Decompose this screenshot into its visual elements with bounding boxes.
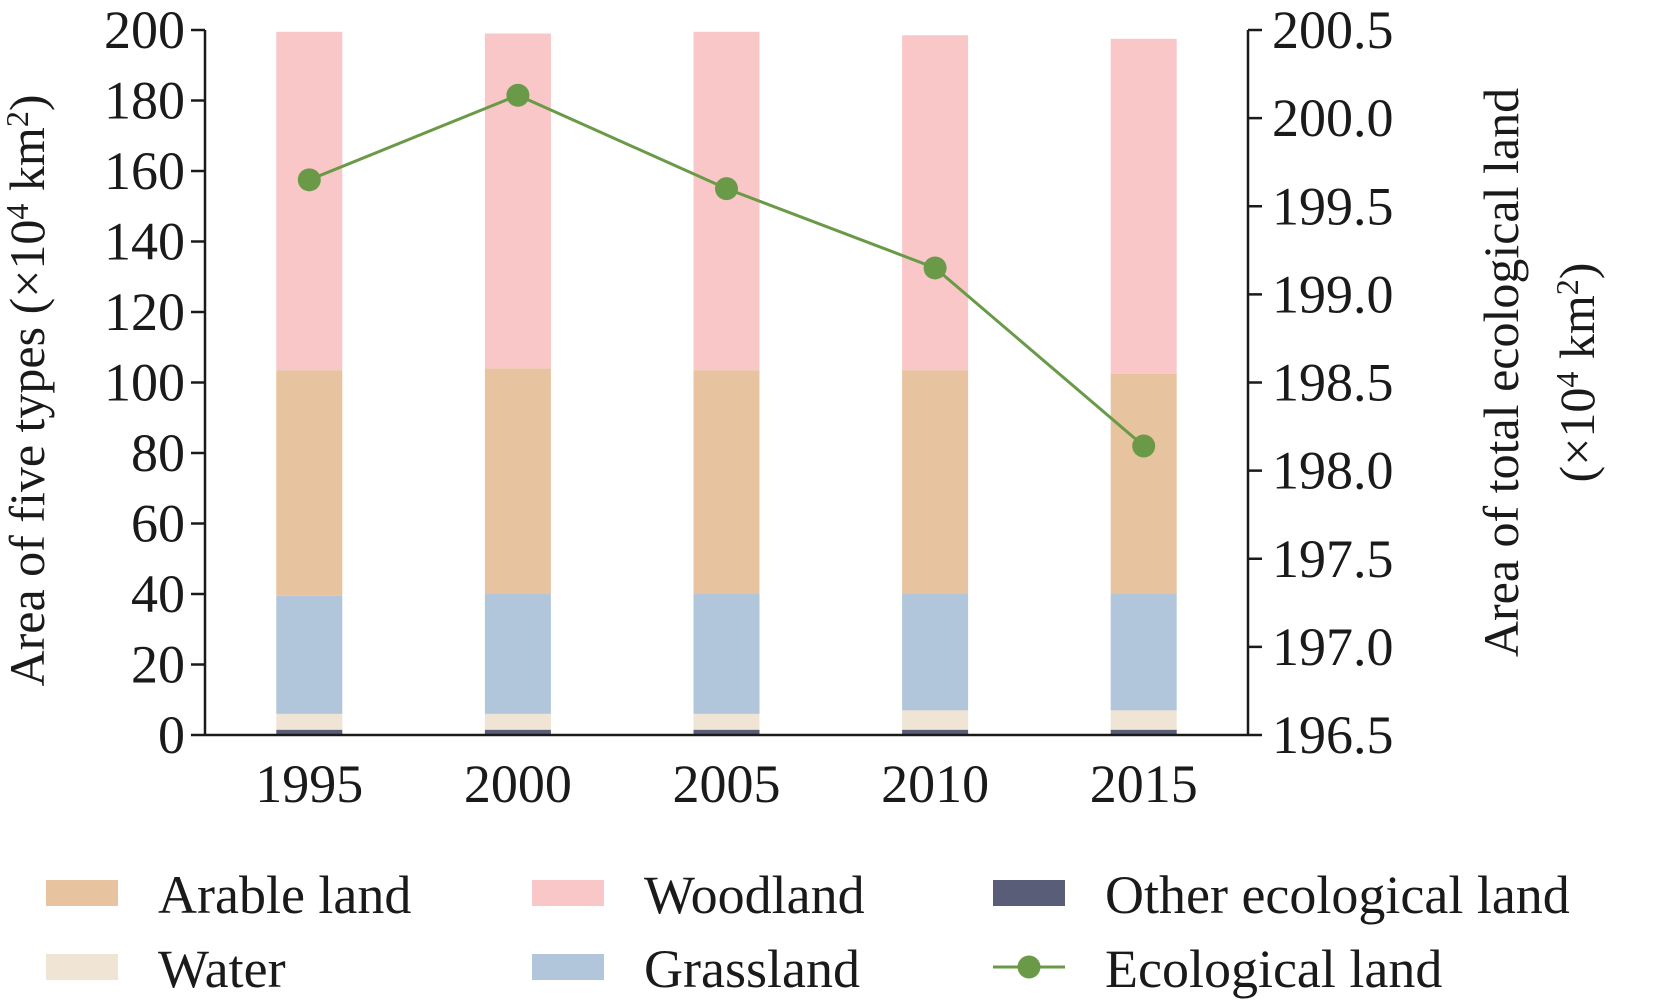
right-tick-label-200.5: 200.5 (1272, 0, 1394, 60)
x-tick-label-2015: 2015 (1090, 754, 1198, 814)
point-ecological-land-2005 (715, 177, 738, 201)
bar-woodland-1995 (276, 31, 343, 371)
y-left-axis-title: Area of five types (×104 km2) (0, 95, 55, 687)
right-tick-label-196.5: 196.5 (1272, 705, 1394, 765)
bar-woodland-2015 (1110, 38, 1177, 374)
legend-label: Grassland (644, 939, 860, 999)
y-right-axis-title-line1: Area of total ecological land (1473, 88, 1529, 657)
bar-grassland-2000 (484, 594, 551, 714)
right-tick-label-198.5: 198.5 (1272, 353, 1394, 413)
bar-other-ecological-land-2005 (693, 729, 760, 735)
legend-item-woodland: Woodland (532, 865, 865, 925)
left-tick-label-80: 80 (131, 423, 185, 483)
bar-other-ecological-land-1995 (276, 729, 343, 735)
axes-layer: 0 20 40 60 80 100 120 140 160 180 200 196.5 197.0 197… (104, 0, 1394, 814)
bar-woodland-2005 (693, 31, 760, 371)
bar-arable-land-2000 (484, 368, 551, 594)
bar-grassland-1995 (276, 595, 343, 714)
bar-arable-land-2005 (693, 370, 760, 594)
x-tick-label-2000: 2000 (464, 754, 572, 814)
bar-water-2000 (484, 713, 551, 730)
left-tick-label-160: 160 (104, 141, 185, 201)
legend-swatch (532, 880, 604, 906)
y-right-axis-title-line2: (×104 km2) (1549, 263, 1605, 483)
bar-grassland-2010 (902, 594, 969, 711)
bar-grassland-2005 (693, 594, 760, 714)
legend-label: Arable land (158, 865, 411, 925)
right-tick-label-199.5: 199.5 (1272, 176, 1394, 236)
legend-item-grassland: Grassland (532, 939, 860, 999)
axis-titles: Area of five types (×104 km2) Area of tot… (0, 88, 1605, 687)
right-tick-label-200.0: 200.0 (1272, 88, 1394, 148)
point-ecological-land-2010 (923, 256, 947, 280)
line-layer (297, 83, 1156, 458)
bar-other-ecological-land-2010 (902, 729, 969, 735)
left-tick-label-20: 20 (131, 635, 185, 695)
right-tick-label-199.0: 199.0 (1272, 264, 1394, 324)
point-ecological-land-2015 (1132, 434, 1156, 458)
left-tick-label-40: 40 (131, 564, 185, 624)
bar-grassland-2015 (1110, 594, 1177, 711)
bar-water-2010 (902, 710, 969, 730)
left-tick-label-120: 120 (104, 282, 185, 342)
legend-label: Other ecological land (1105, 865, 1570, 925)
legend-swatch (532, 954, 604, 980)
legend-item-water: Water (46, 939, 286, 999)
left-tick-label-60: 60 (131, 494, 185, 554)
legend-item-other-ecological-land: Other ecological land (993, 865, 1570, 925)
legend-swatch (46, 954, 118, 980)
bar-arable-land-2015 (1110, 373, 1177, 594)
right-tick-label-197.5: 197.5 (1272, 529, 1394, 589)
bar-other-ecological-land-2015 (1110, 729, 1177, 735)
bar-arable-land-2010 (902, 370, 969, 594)
legend-label: Woodland (644, 865, 865, 925)
legend: Arable land Woodland Other ecological land… (46, 865, 1570, 999)
point-ecological-land-2000 (506, 83, 530, 107)
legend-item-ecological-land: Ecological land (993, 939, 1442, 999)
x-tick-label-2005: 2005 (673, 754, 781, 814)
bar-other-ecological-land-2000 (484, 729, 551, 735)
bar-water-2015 (1110, 710, 1177, 730)
left-tick-label-200: 200 (104, 0, 185, 60)
left-tick-label-180: 180 (104, 71, 185, 131)
left-tick-label-140: 140 (104, 212, 185, 272)
legend-item-arable-land: Arable land (46, 865, 411, 925)
bar-arable-land-1995 (276, 370, 343, 596)
legend-swatch (46, 880, 118, 906)
legend-label: Ecological land (1105, 939, 1442, 999)
bars-layer (276, 31, 1177, 735)
left-tick-label-100: 100 (104, 353, 185, 413)
x-tick-label-1995: 1995 (255, 754, 363, 814)
bar-water-1995 (276, 713, 343, 730)
legend-swatch (993, 880, 1065, 906)
left-tick-label-0: 0 (158, 705, 185, 765)
legend-label: Water (158, 939, 286, 999)
x-tick-label-2010: 2010 (881, 754, 989, 814)
bar-woodland-2010 (902, 35, 969, 371)
bar-water-2005 (693, 713, 760, 730)
right-tick-label-197.0: 197.0 (1272, 617, 1394, 677)
point-ecological-land-1995 (297, 168, 321, 192)
right-tick-label-198.0: 198.0 (1272, 441, 1394, 501)
legend-swatch-marker (1017, 955, 1041, 979)
